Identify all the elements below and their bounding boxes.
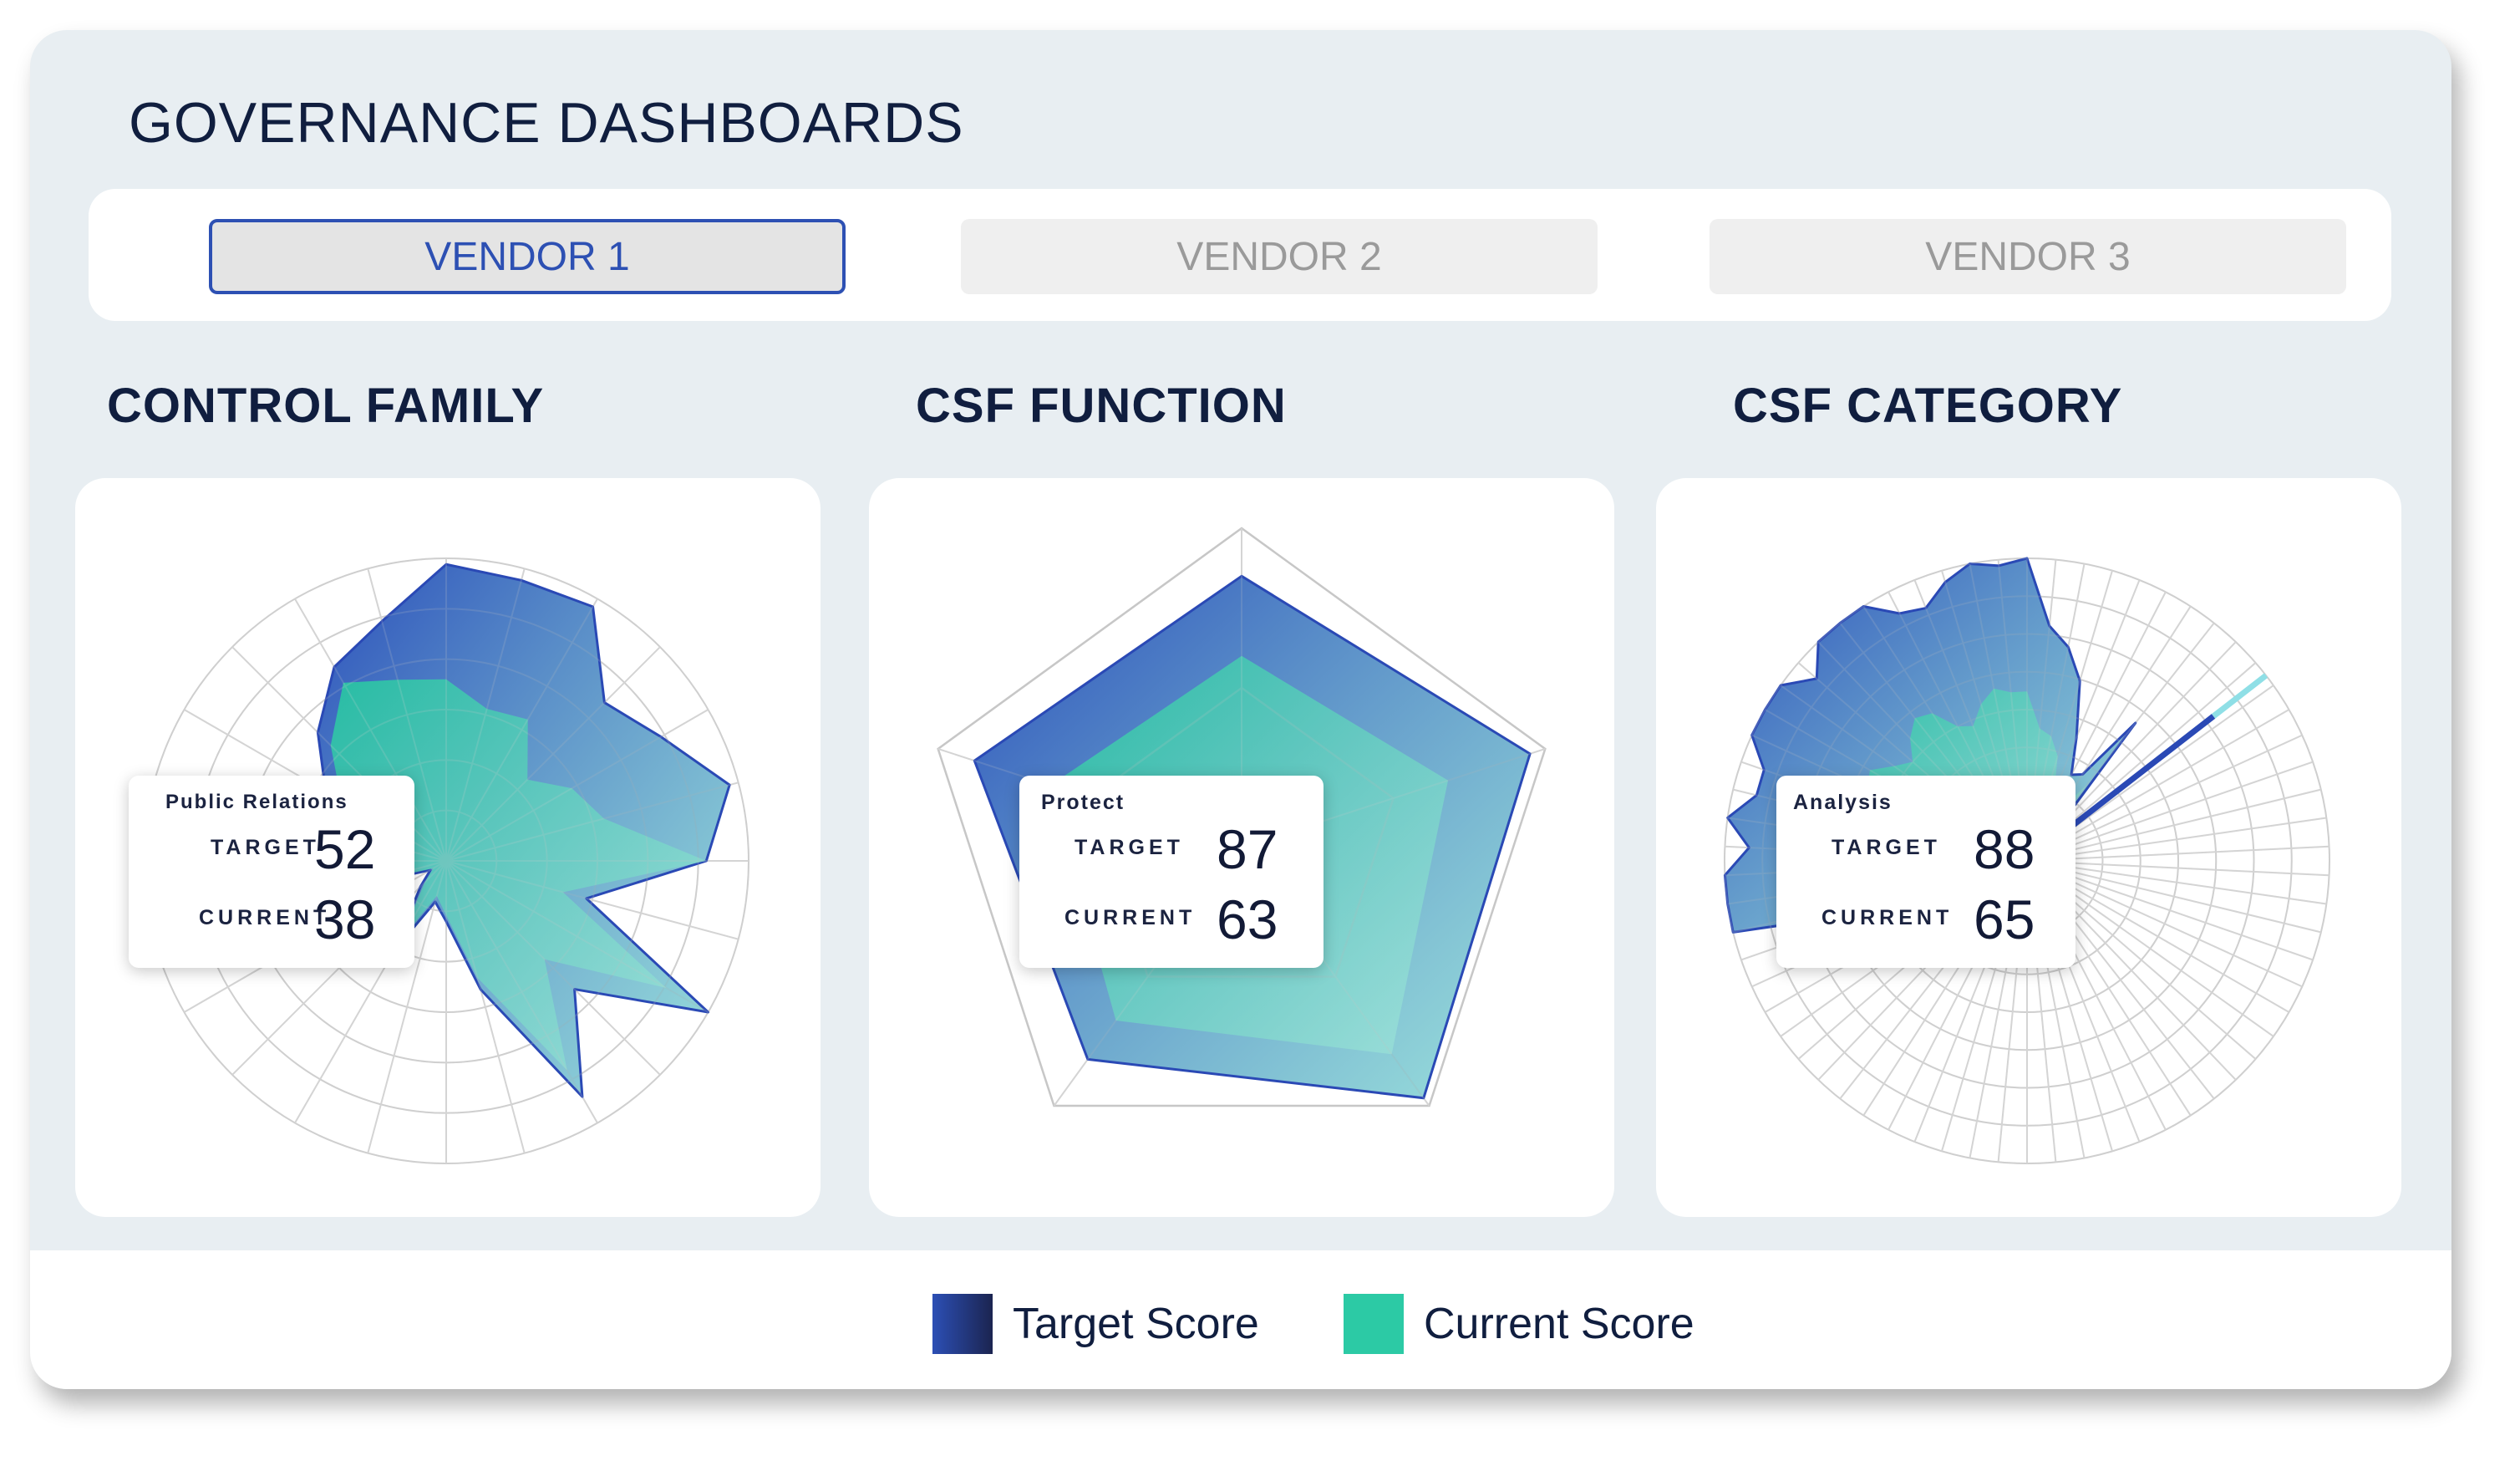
grid-spoke [2026,860,2327,905]
control-family-card: Public Relations TARGET 52 CURRENT 38 [75,478,821,1217]
grid-spoke [445,860,661,1076]
tooltip-current-value: 65 [1974,888,2035,950]
tooltip-target-value: 87 [1217,818,1278,880]
tooltip-target-key: TARGET [211,836,320,859]
tooltip-current-value: 38 [314,888,376,950]
tooltip-label: Protect [1041,791,1125,814]
tooltip-target-value: 52 [314,818,376,880]
grid-spoke [2026,860,2329,877]
legend-item-target: Target Score [932,1294,1259,1354]
legend: Target Score Current Score [30,1250,2451,1389]
csf-category-card: Analysis TARGET 88 CURRENT 65 [1656,478,2401,1217]
grid-spoke [2026,860,2329,877]
tab-vendor-3[interactable]: VENDOR 3 [1710,219,2346,294]
grid-spoke [445,860,598,1124]
grid-ring [1761,595,2293,1127]
current-area [330,679,707,1071]
grid-spoke [367,568,447,862]
tab-vendor-2[interactable]: VENDOR 2 [961,219,1598,294]
csf-category-tooltip: Analysis TARGET 88 CURRENT 65 [1776,776,2075,968]
grid-spoke [445,709,709,862]
grid-spoke [294,860,447,1124]
dashboard-panel: GOVERNANCE DASHBOARDS VENDOR 1 VENDOR 2 … [30,30,2451,1389]
grid-ring [937,527,1547,1107]
grid-spoke [367,860,447,1153]
tooltip-target-value: 88 [1974,818,2035,880]
grid-spoke [445,781,739,862]
csf-function-card: Protect TARGET 87 CURRENT 63 [869,478,1614,1217]
control-family-title: CONTROL FAMILY [107,379,545,433]
grid-ring [937,527,1547,1107]
legend-item-current: Current Score [1344,1294,1694,1354]
tab-vendor-1[interactable]: VENDOR 1 [209,219,846,294]
csf-function-tooltip: Protect TARGET 87 CURRENT 63 [1019,776,1324,968]
grid-spoke [445,568,526,862]
highlight-spoke-current [2211,673,2269,719]
csf-function-title: CSF FUNCTION [916,379,1287,433]
tooltip-target-key: TARGET [1075,836,1184,859]
grid-spoke [2026,845,2329,862]
grid-spoke [2026,845,2329,862]
grid-spoke [2026,860,2322,934]
legend-label-target: Target Score [1013,1300,1259,1348]
grid-spoke [2026,817,2327,862]
grid-spoke [445,646,661,862]
page-title: GOVERNANCE DASHBOARDS [129,91,964,155]
grid-spoke [2026,788,2322,862]
grid-spoke [367,860,447,1153]
grid-spoke [2026,788,2322,862]
tooltip-current-key: CURRENT [1064,906,1196,929]
tooltip-current-value: 63 [1217,888,1278,950]
tooltip-target-key: TARGET [1832,836,1941,859]
current-swatch [1344,1294,1404,1354]
grid-spoke [294,598,447,862]
csf-category-title: CSF CATEGORY [1733,379,2123,433]
grid-spoke [2026,817,2327,862]
control-family-radar [143,557,749,1164]
legend-label-current: Current Score [1424,1300,1694,1348]
vendor-tabbar: VENDOR 1 VENDOR 2 VENDOR 3 [89,189,2391,321]
grid-spoke [445,598,598,862]
grid-ring [1724,557,2330,1164]
target-swatch [932,1294,993,1354]
grid-spoke [2026,860,2322,934]
control-family-tooltip: Public Relations TARGET 52 CURRENT 38 [129,776,414,968]
grid-spoke [445,860,526,1153]
tooltip-current-key: CURRENT [1821,906,1954,929]
grid-spoke [445,860,739,940]
tooltip-current-key: CURRENT [199,906,331,929]
grid-spoke [445,860,709,1013]
tooltip-label: Analysis [1793,791,1893,814]
grid-spoke [2026,860,2327,905]
tooltip-label: Public Relations [165,791,348,813]
